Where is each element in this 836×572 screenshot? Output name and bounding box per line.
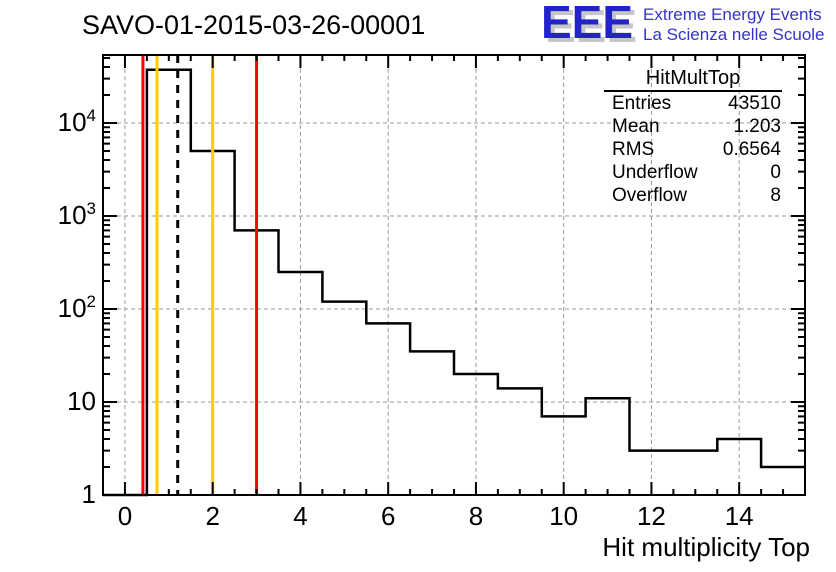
svg-text:102: 102 bbox=[58, 292, 96, 323]
stats-label: RMS bbox=[612, 139, 655, 160]
svg-text:10: 10 bbox=[67, 386, 96, 416]
svg-text:6: 6 bbox=[381, 501, 395, 531]
svg-text:1: 1 bbox=[82, 479, 96, 509]
stats-title: HitMultTop bbox=[604, 67, 782, 92]
svg-text:12: 12 bbox=[637, 501, 666, 531]
stats-label: Overflow bbox=[612, 185, 687, 206]
stats-value: 1.203 bbox=[733, 116, 781, 137]
eee-logo-acronym: EEE bbox=[541, 0, 634, 48]
stats-box: HitMultTop Entries 43510 Mean 1.203 RMS … bbox=[604, 67, 782, 207]
svg-text:0: 0 bbox=[118, 501, 132, 531]
axis-tick-labels: 0 2 4 6 8 10 12 14 1 10 102 103 104 bbox=[58, 106, 754, 531]
stats-row-overflow: Overflow 8 bbox=[604, 184, 782, 207]
stats-value: 43510 bbox=[728, 93, 781, 114]
stats-label: Entries bbox=[612, 93, 672, 114]
svg-text:2: 2 bbox=[205, 501, 219, 531]
svg-text:8: 8 bbox=[469, 501, 483, 531]
stats-row-underflow: Underflow 0 bbox=[604, 161, 782, 184]
stats-value: 0 bbox=[770, 162, 781, 183]
axis-ticks bbox=[103, 55, 805, 496]
svg-text:10: 10 bbox=[549, 501, 578, 531]
stats-row-entries: Entries 43510 bbox=[604, 92, 782, 115]
svg-text:4: 4 bbox=[293, 501, 307, 531]
stats-row-mean: Mean 1.203 bbox=[604, 115, 782, 138]
eee-logo-subtitle: Extreme Energy Events La Scienza nelle S… bbox=[643, 5, 824, 45]
logo-subtitle-line1: Extreme Energy Events bbox=[643, 5, 822, 24]
eee-logo: EEE Extreme Energy Events La Scienza nel… bbox=[541, 0, 825, 45]
x-axis-title: Hit multiplicity Top bbox=[602, 532, 810, 562]
threshold-lines bbox=[141, 55, 259, 495]
stats-label: Mean bbox=[612, 116, 660, 137]
page-title: SAVO-01-2015-03-26-00001 bbox=[82, 10, 426, 40]
stats-label: Underflow bbox=[612, 162, 698, 183]
stats-row-rms: RMS 0.6564 bbox=[604, 138, 782, 161]
svg-text:104: 104 bbox=[58, 106, 96, 137]
histogram-step bbox=[103, 68, 805, 497]
stats-value: 8 bbox=[770, 185, 781, 206]
svg-text:103: 103 bbox=[58, 199, 96, 230]
svg-text:14: 14 bbox=[725, 501, 754, 531]
logo-subtitle-line2: La Scienza nelle Scuole bbox=[643, 25, 825, 44]
stats-value: 0.6564 bbox=[722, 139, 781, 160]
